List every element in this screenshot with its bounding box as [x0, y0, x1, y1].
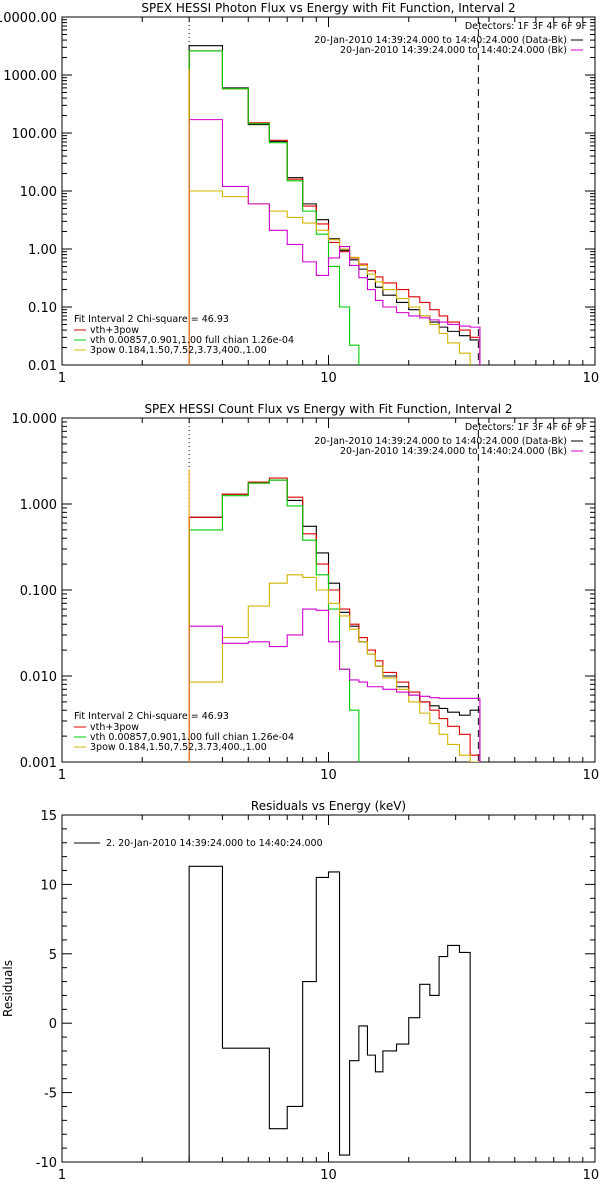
legend-bl-label: vth+3pow — [90, 722, 139, 733]
x-tick-label: 100 — [583, 768, 600, 783]
series-magenta — [188, 119, 481, 365]
legend-bl-label: 3pow 0.184,1.50,7.52,3.73,400.,1.00 — [90, 742, 267, 753]
x-tick-label: 1 — [58, 371, 66, 386]
chart-title: Residuals vs Energy (keV) — [251, 799, 406, 813]
series-yellow — [188, 574, 480, 762]
y-tick-label: 0.10 — [28, 301, 57, 316]
y-tick-label: 0.100 — [20, 584, 57, 599]
y-tick-label: 0 — [49, 1017, 57, 1032]
x-tick-label: 100 — [583, 1168, 600, 1183]
series-red — [188, 477, 481, 762]
legend-tl-label: 2. 20-Jan-2010 14:39:24.000 to 14:40:24.… — [106, 838, 323, 849]
y-tick-label: 10.00 — [20, 185, 57, 200]
chart-panel-3: Residuals vs Energy (keV)Residuals110100… — [1, 799, 600, 1183]
y-tick-label: 0.010 — [20, 670, 57, 685]
y-tick-label: 100.00 — [12, 127, 58, 142]
y-tick-label: 10000.00 — [0, 11, 57, 26]
x-tick-label: 10 — [320, 768, 337, 783]
x-tick-label: 10 — [320, 371, 337, 386]
legend-tr-label: 20-Jan-2010 14:39:24.000 to 14:40:24.000… — [314, 35, 567, 46]
chart-title: SPEX HESSI Photon Flux vs Energy with Fi… — [141, 1, 515, 15]
x-tick-label: 10 — [320, 1168, 337, 1183]
legend-bl-label: 3pow 0.184,1.50,7.52,3.73,400.,1.00 — [90, 345, 267, 356]
series-black — [188, 865, 471, 1162]
legend-bl-label: vth 0.00857,0.901,1.00 full chian 1.26e-… — [90, 335, 294, 346]
y-tick-label: 10 — [40, 878, 57, 893]
y-tick-label: 15 — [40, 809, 57, 824]
series-black — [188, 45, 481, 365]
y-tick-label: 10.000 — [12, 412, 58, 427]
legend-bl-title: Fit Interval 2 Chi-square = 46.93 — [74, 314, 229, 325]
legend-tr-label: 20-Jan-2010 14:39:24.000 to 14:40:24.000… — [340, 446, 567, 457]
plot-frame — [61, 814, 596, 1163]
x-tick-label: 1 — [58, 1168, 66, 1183]
series-red — [188, 50, 481, 365]
y-tick-label: -10 — [36, 1156, 57, 1171]
series-green — [188, 50, 481, 365]
chart-title: SPEX HESSI Count Flux vs Energy with Fit… — [144, 402, 512, 416]
y-tick-label: 1000.00 — [3, 69, 57, 84]
detectors-label: Detectors: 1F 3F 4F 6F 9F — [465, 422, 587, 433]
legend-tr-label: 20-Jan-2010 14:39:24.000 to 14:40:24.000… — [314, 436, 567, 447]
x-tick-label: 1 — [58, 768, 66, 783]
chart-panel-1: SPEX HESSI Photon Flux vs Energy with Fi… — [0, 1, 600, 386]
y-tick-label: 5 — [49, 948, 57, 963]
y-tick-label: 1.00 — [28, 243, 57, 258]
y-tick-label: 0.01 — [28, 359, 57, 374]
y-tick-label: 1.000 — [20, 498, 57, 513]
x-tick-label: 100 — [583, 371, 600, 386]
chart-panel-2: SPEX HESSI Count Flux vs Energy with Fit… — [12, 402, 600, 783]
plot-frame — [61, 16, 596, 366]
legend-bl-label: vth+3pow — [90, 325, 139, 336]
legend-bl-label: vth 0.00857,0.901,1.00 full chian 1.26e-… — [90, 732, 294, 743]
y-axis-label: Residuals — [1, 960, 15, 1017]
y-tick-label: 0.001 — [20, 756, 57, 771]
y-tick-label: -5 — [44, 1087, 57, 1102]
series-magenta — [188, 608, 481, 762]
legend-tr-label: 20-Jan-2010 14:39:24.000 to 14:40:24.000… — [340, 45, 567, 56]
series-yellow — [188, 190, 481, 365]
series-black — [188, 479, 481, 762]
legend-bl-title: Fit Interval 2 Chi-square = 46.93 — [74, 711, 229, 722]
detectors-label: Detectors: 1F 3F 4F 6F 9F — [465, 21, 587, 32]
